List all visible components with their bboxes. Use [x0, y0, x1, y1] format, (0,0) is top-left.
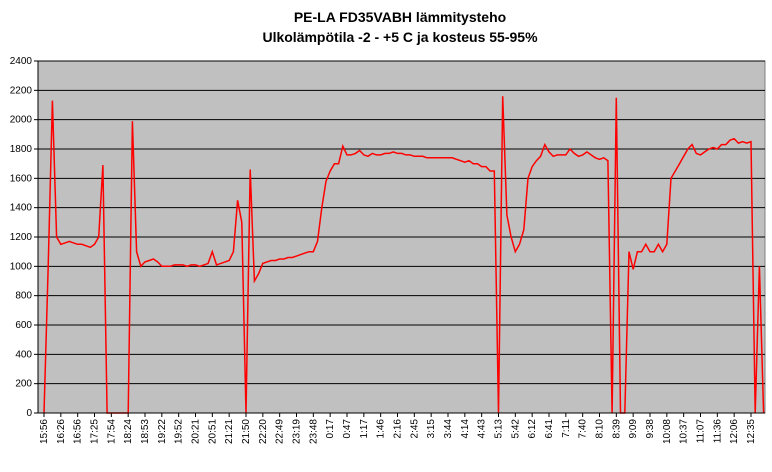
x-tick-label: 4:14	[460, 419, 471, 439]
x-tick-label: 16:26	[56, 419, 67, 444]
y-tick-label: 600	[15, 320, 32, 331]
x-tick-label: 18:53	[140, 419, 151, 444]
x-tick-label: 6:12	[527, 419, 538, 439]
y-tick-label: 1000	[10, 261, 33, 272]
y-tick-label: 1800	[10, 144, 33, 155]
x-tick-label: 21:50	[241, 419, 252, 444]
x-tick-label: 11:36	[712, 419, 723, 444]
y-tick-label: 200	[15, 379, 32, 390]
x-tick-label: 23:48	[308, 419, 319, 444]
x-tick-label: 20:51	[207, 419, 218, 444]
x-tick-label: 2:16	[393, 419, 404, 439]
x-tick-label: 0:47	[342, 419, 353, 439]
x-tick-label: 9:09	[628, 419, 639, 439]
x-tick-label: 22:20	[258, 419, 269, 444]
chart-subtitle: Ulkolämpötila -2 - +5 C ja kosteus 55-95…	[262, 29, 538, 45]
x-tick-label: 10:37	[679, 419, 690, 444]
x-tick-label: 21:21	[224, 419, 235, 444]
x-tick-label: 5:42	[510, 419, 521, 439]
x-tick-label: 8:39	[611, 419, 622, 439]
x-tick-label: 1:17	[359, 419, 370, 439]
x-tick-label: 17:25	[90, 419, 101, 444]
x-tick-label: 17:54	[106, 419, 117, 444]
x-tick-label: 11:07	[696, 419, 707, 444]
x-tick-label: 6:41	[544, 419, 555, 439]
x-tick-label: 9:38	[645, 419, 656, 439]
y-tick-label: 800	[15, 291, 32, 302]
x-tick-label: 3:44	[443, 419, 454, 439]
chart-title: PE-LA FD35VABH lämmitysteho	[294, 9, 506, 25]
x-tick-label: 22:49	[275, 419, 286, 444]
y-tick-label: 1400	[10, 203, 33, 214]
data-line	[43, 96, 765, 414]
x-tick-label: 10:08	[662, 419, 673, 444]
x-tick-label: 20:21	[191, 419, 202, 444]
x-tick-label: 16:56	[73, 419, 84, 444]
x-tick-label: 15:56	[39, 419, 50, 444]
x-tick-label: 23:19	[292, 419, 303, 444]
x-tick-label: 7:11	[561, 419, 572, 438]
x-tick-label: 12:06	[729, 419, 740, 444]
x-tick-label: 5:13	[494, 419, 505, 439]
x-tick-label: 12:35	[746, 419, 757, 444]
x-tick-label: 1:46	[376, 419, 387, 439]
x-tick-label: 18:24	[123, 419, 134, 444]
y-tick-label: 0	[26, 408, 32, 419]
y-tick-label: 1600	[10, 173, 33, 184]
x-tick-label: 3:15	[426, 419, 437, 439]
y-tick-label: 2200	[10, 85, 33, 96]
y-tick-label: 2000	[10, 115, 33, 126]
y-tick-label: 1200	[10, 232, 33, 243]
x-tick-label: 4:43	[477, 419, 488, 439]
x-tick-label: 8:10	[595, 419, 606, 439]
y-tick-label: 400	[15, 349, 32, 360]
x-tick-label: 19:52	[174, 419, 185, 444]
x-tick-label: 0:17	[325, 419, 336, 439]
x-tick-label: 19:22	[157, 419, 168, 444]
x-tick-label: 7:40	[578, 419, 589, 439]
x-tick-label: 2:45	[409, 419, 420, 439]
y-tick-label: 2400	[10, 56, 33, 67]
